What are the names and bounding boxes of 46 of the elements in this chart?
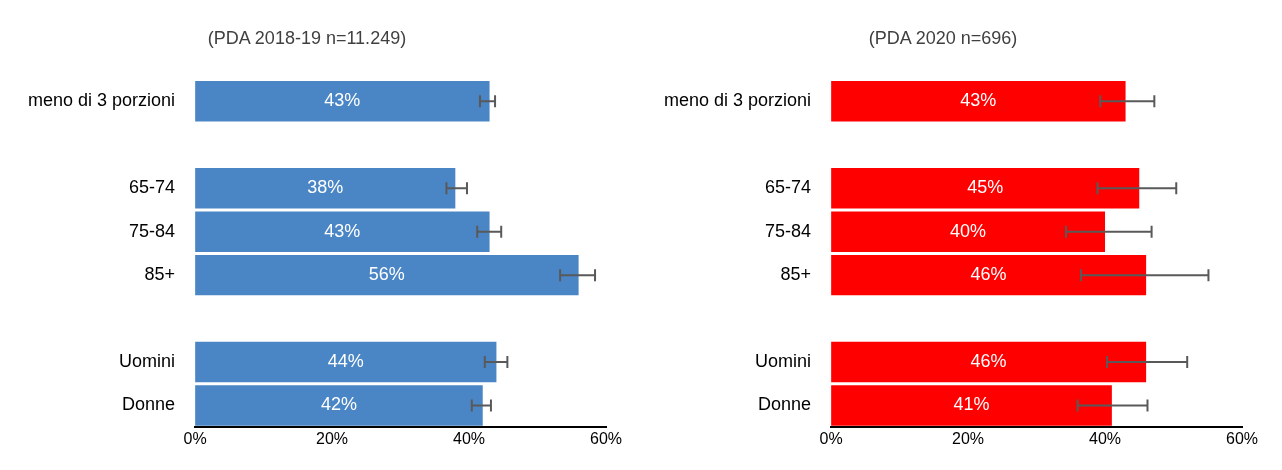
x-tick-label: 20% — [316, 430, 349, 448]
y-tick-label: Uomini — [755, 350, 812, 371]
y-tick-label: Donne — [758, 394, 812, 415]
bar — [195, 341, 497, 383]
y-tick-label: 75-84 — [765, 220, 812, 241]
bar — [831, 211, 1106, 252]
x-tick-label: 20% — [952, 430, 985, 448]
bar — [195, 211, 490, 252]
chart-title: (PDA 2020 n=696) — [868, 27, 1018, 48]
data-label: 43% — [324, 90, 361, 111]
data-label: 38% — [307, 177, 344, 198]
x-tick-label: 0% — [819, 430, 843, 448]
data-label: 43% — [324, 220, 361, 241]
bar — [195, 168, 456, 209]
x-tick-label: 60% — [589, 430, 623, 448]
x-tick-label: 40% — [453, 430, 486, 448]
x-tick-label: 60% — [1225, 430, 1259, 448]
data-label: 46% — [970, 350, 1007, 371]
y-tick-label: Donne — [122, 394, 176, 415]
data-label: 42% — [320, 394, 357, 415]
y-tick-label: 85+ — [780, 264, 812, 285]
data-label: 41% — [953, 394, 990, 415]
bar — [831, 385, 1112, 426]
bar — [195, 385, 483, 426]
data-label: 45% — [967, 177, 1004, 198]
bar — [831, 341, 1147, 383]
bar — [831, 168, 1140, 209]
bar — [195, 81, 490, 122]
data-label: 44% — [327, 350, 364, 371]
bar — [195, 254, 579, 296]
data-label: 56% — [368, 264, 405, 285]
y-tick-label: 65-74 — [129, 177, 176, 198]
y-tick-label: meno di 3 porzioni — [27, 90, 176, 111]
data-label: 40% — [950, 220, 987, 241]
data-label: 43% — [960, 90, 997, 111]
y-tick-label: meno di 3 porzioni — [663, 90, 812, 111]
y-tick-label: 75-84 — [129, 220, 176, 241]
x-tick-label: 0% — [183, 430, 207, 448]
y-tick-label: 85+ — [144, 264, 176, 285]
y-tick-label: Uomini — [119, 350, 176, 371]
y-tick-label: 65-74 — [765, 177, 812, 198]
x-tick-label: 40% — [1089, 430, 1122, 448]
data-label: 46% — [970, 264, 1007, 285]
bar — [831, 81, 1126, 122]
bar — [831, 254, 1147, 296]
chart-title: (PDA 2018-19 n=11.249) — [207, 27, 407, 48]
